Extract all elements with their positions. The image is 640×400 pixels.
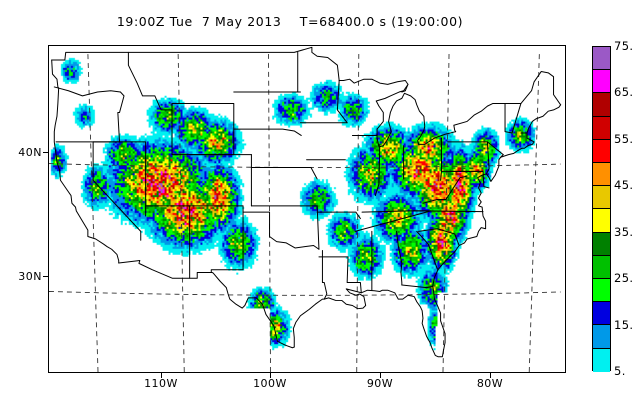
colorbar-band-40 bbox=[593, 209, 610, 233]
border-mt-id bbox=[127, 51, 173, 111]
colorbar-tick-25: 25. bbox=[614, 271, 634, 286]
border-la-ms bbox=[346, 256, 362, 294]
border-gulf-coast bbox=[292, 288, 446, 358]
border-sc-ga bbox=[416, 230, 439, 271]
meridian-80w bbox=[442, 52, 450, 372]
border-il-in bbox=[374, 143, 381, 197]
border-mn-wi bbox=[336, 79, 348, 124]
meridian-110w bbox=[177, 52, 185, 372]
y-tick-label-30n: 30N bbox=[18, 270, 42, 283]
border-nc-sc bbox=[418, 228, 460, 246]
border-tx-la bbox=[321, 250, 328, 300]
colorbar bbox=[592, 46, 611, 372]
x-tick-label-90w: 90W bbox=[366, 377, 394, 390]
colorbar-tick-65: 65. bbox=[614, 85, 634, 100]
border-canada-north bbox=[51, 46, 340, 81]
border-ca-nv bbox=[92, 141, 142, 241]
border-ny-vt-nh bbox=[504, 103, 522, 134]
border-ny-coast bbox=[500, 154, 504, 158]
colorbar-band-55 bbox=[593, 139, 610, 164]
colorbar-band-10 bbox=[593, 348, 610, 372]
x-tick-label-80w: 80W bbox=[476, 377, 504, 390]
colorbar-band-50 bbox=[593, 163, 610, 187]
map-overlay bbox=[49, 46, 562, 372]
border-canada-east bbox=[453, 71, 562, 133]
border-mi-upper bbox=[404, 83, 409, 92]
colorbar-band-70 bbox=[593, 70, 610, 94]
y-tick-mark-40n bbox=[43, 152, 48, 153]
border-mo-ks-ne bbox=[310, 166, 318, 180]
colorbar-band-75 bbox=[593, 47, 610, 71]
border-mexico-border bbox=[118, 259, 295, 349]
colorbar-band-65 bbox=[593, 93, 610, 117]
parallel-40n bbox=[49, 163, 561, 168]
border-lake-sup-s bbox=[401, 90, 406, 93]
parallel-30n bbox=[49, 291, 561, 296]
colorbar-tick-5: 5. bbox=[614, 364, 626, 378]
meridian-90w bbox=[356, 52, 360, 372]
reflectivity-field bbox=[49, 46, 565, 372]
x-tick-mark-110w bbox=[161, 373, 162, 378]
border-id-border bbox=[117, 91, 125, 143]
x-tick-mark-80w bbox=[490, 373, 491, 378]
colorbar-band-20 bbox=[593, 302, 610, 326]
border-lake-erie-ontario bbox=[338, 78, 457, 148]
border-pa-ny bbox=[447, 141, 504, 156]
border-ga-fl bbox=[401, 284, 434, 289]
border-west-coast bbox=[51, 59, 120, 264]
border-va-wv bbox=[422, 175, 467, 204]
border-nm-tx bbox=[210, 205, 244, 274]
border-ok-tx bbox=[242, 211, 320, 250]
y-tick-label-40n: 40N bbox=[18, 146, 42, 159]
colorbar-tick-15: 15. bbox=[614, 317, 634, 332]
colorbar-band-15 bbox=[593, 325, 610, 349]
colorbar-tick-55: 55. bbox=[614, 131, 634, 146]
colorbar-band-35 bbox=[593, 232, 610, 256]
x-tick-mark-100w bbox=[270, 373, 271, 378]
political-boundaries bbox=[51, 46, 562, 358]
map-plot-area bbox=[48, 45, 566, 373]
x-tick-label-100w: 100W bbox=[253, 377, 287, 390]
colorbar-tick-45: 45. bbox=[614, 178, 634, 193]
x-tick-label-110w: 110W bbox=[144, 377, 178, 390]
colorbar-tick-75: 75. bbox=[614, 39, 634, 53]
border-al-ga bbox=[396, 230, 403, 286]
meridian-70w bbox=[528, 52, 540, 372]
border-de-md bbox=[482, 170, 490, 189]
border-oh-wv-pa bbox=[440, 137, 442, 181]
x-tick-mark-90w bbox=[380, 373, 381, 378]
page-title: 19:00Z Tue 7 May 2013 T=68400.0 s (19:00… bbox=[116, 14, 464, 29]
meridian-120w bbox=[87, 52, 99, 372]
border-atlantic-coast bbox=[432, 104, 562, 344]
colorbar-tick-35: 35. bbox=[614, 224, 634, 239]
border-sd-ne bbox=[233, 128, 302, 136]
border-pa-nj bbox=[486, 141, 490, 175]
colorbar-band-45 bbox=[593, 186, 610, 210]
colorbar-band-30 bbox=[593, 255, 610, 280]
colorbar-band-25 bbox=[593, 279, 610, 303]
y-tick-mark-30n bbox=[43, 276, 48, 277]
graticule bbox=[49, 52, 561, 372]
border-wa-or bbox=[53, 86, 121, 97]
border-mo-ark bbox=[316, 211, 361, 220]
border-tn-north bbox=[354, 210, 432, 232]
colorbar-band-60 bbox=[593, 116, 610, 140]
border-wy-border bbox=[171, 103, 235, 156]
border-ok-ark bbox=[316, 205, 320, 250]
border-nv-ut bbox=[92, 141, 147, 217]
